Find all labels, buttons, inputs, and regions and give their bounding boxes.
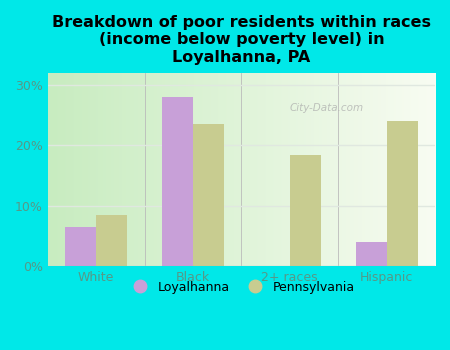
Legend: Loyalhanna, Pennsylvania: Loyalhanna, Pennsylvania [123,276,360,299]
Bar [162,97,193,266]
Bar [96,215,127,266]
Bar [65,227,96,266]
Bar [290,154,321,266]
Bar [193,124,224,266]
Bar [356,242,387,266]
Bar [387,121,418,266]
Text: City-Data.com: City-Data.com [289,103,364,113]
Title: Breakdown of poor residents within races
(income below poverty level) in
Loyalha: Breakdown of poor residents within races… [52,15,431,65]
